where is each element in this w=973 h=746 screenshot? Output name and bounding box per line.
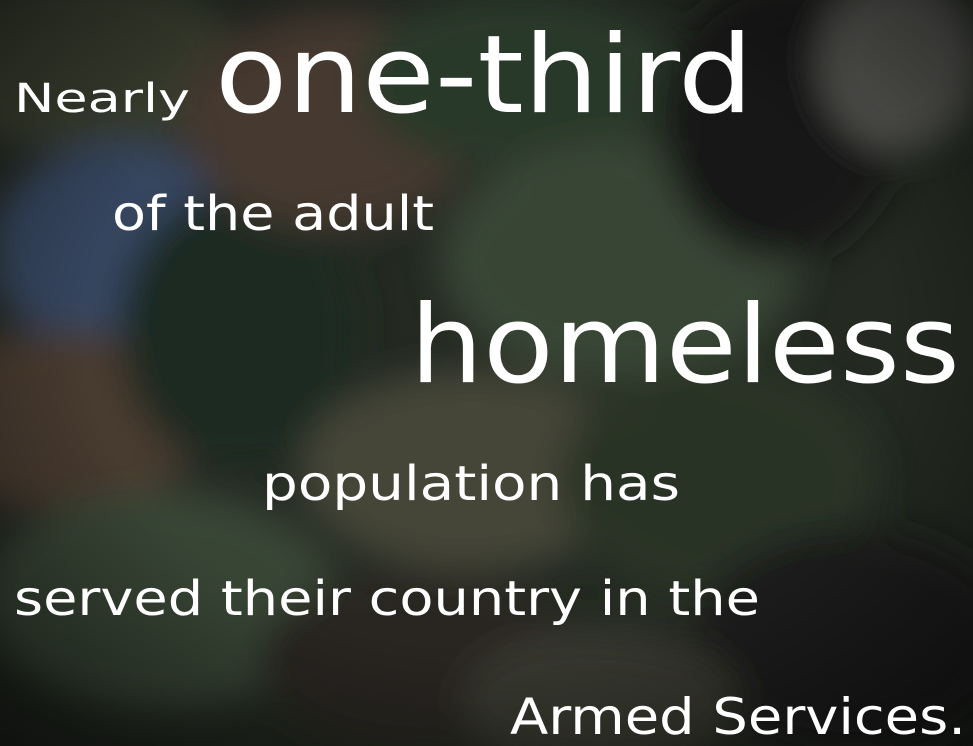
text-line: Armed Services.: [510, 688, 966, 746]
text-line-emphasis: homeless: [410, 283, 960, 408]
text-line: of the adult: [112, 186, 434, 242]
poster: Nearly one-third of the adult homeless p…: [0, 0, 973, 746]
text-line: Nearly: [14, 76, 190, 122]
text-line-emphasis: one-third: [215, 13, 753, 138]
text-line: population has: [262, 456, 680, 512]
text-line: served their country in the: [14, 571, 760, 627]
